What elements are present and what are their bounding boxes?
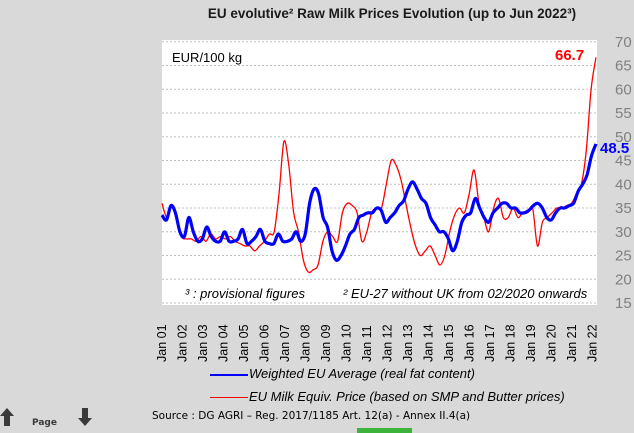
legend-item-red: EU Milk Equiv. Price (based on SMP and B… [210,389,565,404]
y-axis-ticks: 15 20 25 30 35 40 45 50 55 60 65 70 [615,34,632,312]
y-tick-label: 20 [615,271,632,288]
note-provisional: ³ : provisional figures [185,286,305,301]
x-tick-label: Jan 11 [360,325,374,362]
y-tick-label: 65 [615,58,632,75]
x-tick-label: Jan 09 [319,324,333,362]
x-tick-label: Jan 04 [217,324,231,362]
x-tick-label: Jan 02 [176,324,190,362]
x-tick-label: Jan 20 [545,324,559,362]
source-note: Source : DG AGRI – Reg. 2017/1185 Art. 1… [152,410,471,422]
y-tick-label: 25 [615,248,632,265]
unit-label: EUR/100 kg [172,50,242,65]
page-up-arrow-icon[interactable] [0,408,14,426]
green-button[interactable] [357,428,412,433]
x-tick-label: Jan 22 [586,324,600,362]
y-tick-label: 60 [615,81,632,98]
legend-label-red: EU Milk Equiv. Price (based on SMP and B… [249,389,565,404]
y-tick-label: 30 [615,224,632,241]
x-tick-label: Jan 18 [504,324,518,362]
chart-title: EU evolutive² Raw Milk Prices Evolution … [207,6,577,21]
x-axis-ticks: Jan 01 Jan 02 Jan 03 Jan 04 Jan 05 Jan 06 Jan … [155,324,600,362]
note-eu27: ² EU-27 without UK from 02/2020 onwards [343,286,588,301]
y-tick-label: 70 [615,34,632,51]
x-tick-label: Jan 05 [237,324,251,362]
legend-label-blue: Weighted EU Average (real fat content) [249,366,475,381]
y-tick-label: 55 [615,105,632,122]
x-tick-label: Jan 03 [196,324,210,362]
plot-area [162,40,597,305]
legend-swatch-blue [210,373,248,376]
gridlines [162,41,597,304]
x-tick-label: Jan 13 [401,324,415,362]
x-tick-label: Jan 12 [381,324,395,362]
x-tick-label: Jan 07 [278,324,292,362]
x-tick-label: Jan 08 [299,324,313,362]
y-tick-label: 35 [615,200,632,217]
x-tick-label: Jan 21 [565,324,579,362]
last-value-blue: 48.5 [600,140,629,157]
legend-swatch-red [210,397,248,399]
y-tick-label: 50 [615,129,632,146]
series-line-weighted-eu-average [160,143,598,262]
x-tick-label: Jan 17 [483,324,497,362]
x-tick-label: Jan 15 [442,324,456,362]
x-tick-label: Jan 16 [463,324,477,362]
x-tick-label: Jan 19 [524,324,538,362]
x-tick-label: Jan 14 [422,324,436,362]
y-tick-label: 40 [615,176,632,193]
page-label: Page [32,418,57,428]
x-tick-label: Jan 10 [340,324,354,362]
page-down-arrow-icon[interactable] [78,408,92,426]
x-tick-label: Jan 01 [155,324,169,362]
x-tick-label: Jan 06 [258,324,272,362]
last-value-red: 66.7 [555,47,584,64]
y-tick-label: 45 [615,153,632,170]
legend-item-blue: Weighted EU Average (real fat content) [210,366,475,381]
y-tick-label: 15 [615,295,632,312]
